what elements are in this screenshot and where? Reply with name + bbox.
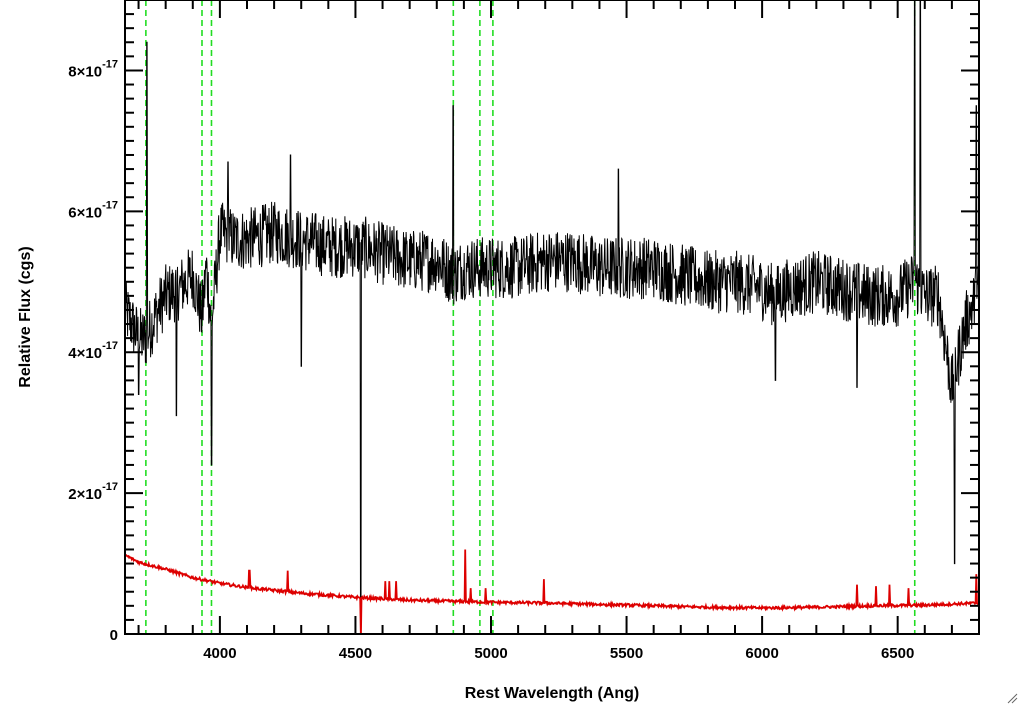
y-tick-label: 0: [110, 627, 118, 644]
y-tick-label: 8×10-17: [68, 58, 118, 80]
emission-line-markers: [145, 0, 916, 634]
plot-area: 4000 4500 5000 5500 6000 6500 0 2×10-17 4×10-17…: [68, 0, 980, 662]
x-axis-title: Rest Wavelength (Ang): [465, 685, 640, 702]
error-spectrum-line: [125, 549, 979, 634]
flux-spectrum-line: [125, 0, 979, 634]
x-tick-label: 4000: [203, 645, 236, 662]
y-tick-label: 4×10-17: [68, 340, 118, 362]
y-tick-label: 2×10-17: [68, 481, 118, 503]
window-resize-grip[interactable]: [1006, 692, 1018, 704]
x-tick-label: 5000: [474, 645, 507, 662]
y-axis-title: Relative Flux (cgs): [17, 246, 34, 387]
plot-frame: [124, 0, 980, 635]
y-axis-ticks: 0 2×10-17 4×10-17 6×10-17 8×10-17: [68, 13, 979, 644]
x-tick-label: 6500: [881, 645, 914, 662]
x-tick-label: 5500: [610, 645, 643, 662]
x-tick-label: 6000: [745, 645, 778, 662]
y-tick-label: 6×10-17: [68, 199, 118, 221]
x-axis-ticks: 4000 4500 5000 5500 6000 6500: [137, 0, 980, 662]
x-tick-label: 4500: [339, 645, 372, 662]
